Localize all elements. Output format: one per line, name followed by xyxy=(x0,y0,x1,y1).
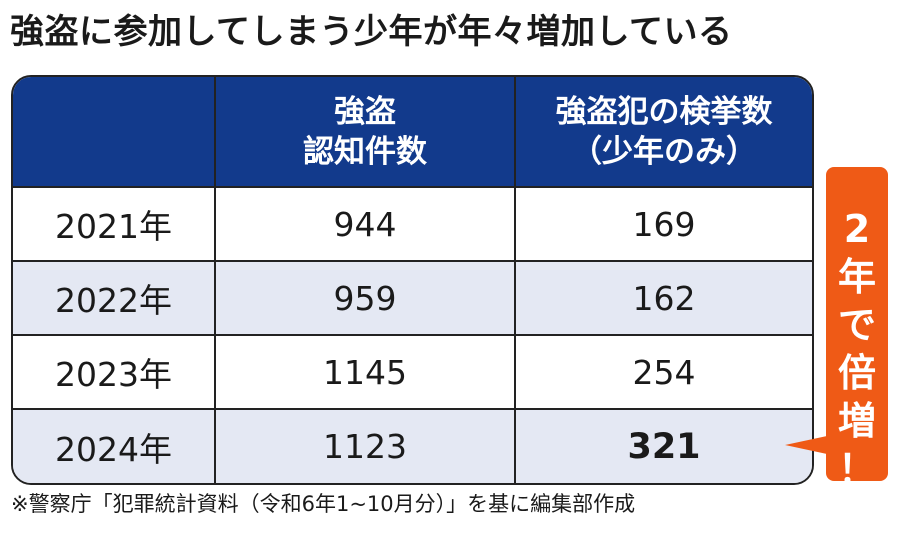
table-row: 2023年 1145 254 xyxy=(13,334,812,409)
year-cell: 2023年 xyxy=(13,334,215,409)
juvenile-arrests-cell: 162 xyxy=(514,260,812,335)
year-cell: 2021年 xyxy=(55,207,172,246)
juvenile-arrests-cell: 169 xyxy=(514,187,812,261)
chart-title: 強盗に参加してしまう少年が年々増加している xyxy=(10,12,733,52)
source-note: ※警察庁「犯罪統計資料（令和6年1~10月分）」を基に編集部作成 xyxy=(11,492,636,516)
header-robbery-count: 強盗 認知件数 xyxy=(214,77,515,188)
table-row: 2024年 1123 321 xyxy=(13,408,812,483)
callout-text: 2 年 で 倍 増 ！ xyxy=(837,207,876,491)
juvenile-arrests-cell-highlighted: 321 xyxy=(514,408,812,483)
year-cell: 2024年 xyxy=(13,408,215,483)
callout-badge: 2 年 で 倍 増 ！ xyxy=(826,167,888,491)
table-row: 2022年 959 162 xyxy=(13,260,812,335)
robbery-count-cell: 1123 xyxy=(214,408,515,483)
robbery-count-cell: 944 xyxy=(214,187,515,261)
robbery-count-cell: 1145 xyxy=(214,334,515,409)
data-table: 強盗 認知件数 強盗犯の検挙数 （少年のみ） 2021年 944 169 202… xyxy=(13,77,812,483)
header-empty xyxy=(13,77,215,188)
header-juvenile-arrests: 強盗犯の検挙数 （少年のみ） xyxy=(514,77,812,188)
data-table-container: 強盗 認知件数 強盗犯の検挙数 （少年のみ） 2021年 944 169 202… xyxy=(11,75,814,485)
juvenile-arrests-cell: 254 xyxy=(514,334,812,409)
table-row: 2021年 944 169 xyxy=(13,187,812,261)
robbery-count-cell: 959 xyxy=(214,260,515,335)
table-header-row: 強盗 認知件数 強盗犯の検挙数 （少年のみ） xyxy=(13,77,812,188)
year-cell: 2022年 xyxy=(13,260,215,335)
callout-pointer xyxy=(785,436,827,454)
